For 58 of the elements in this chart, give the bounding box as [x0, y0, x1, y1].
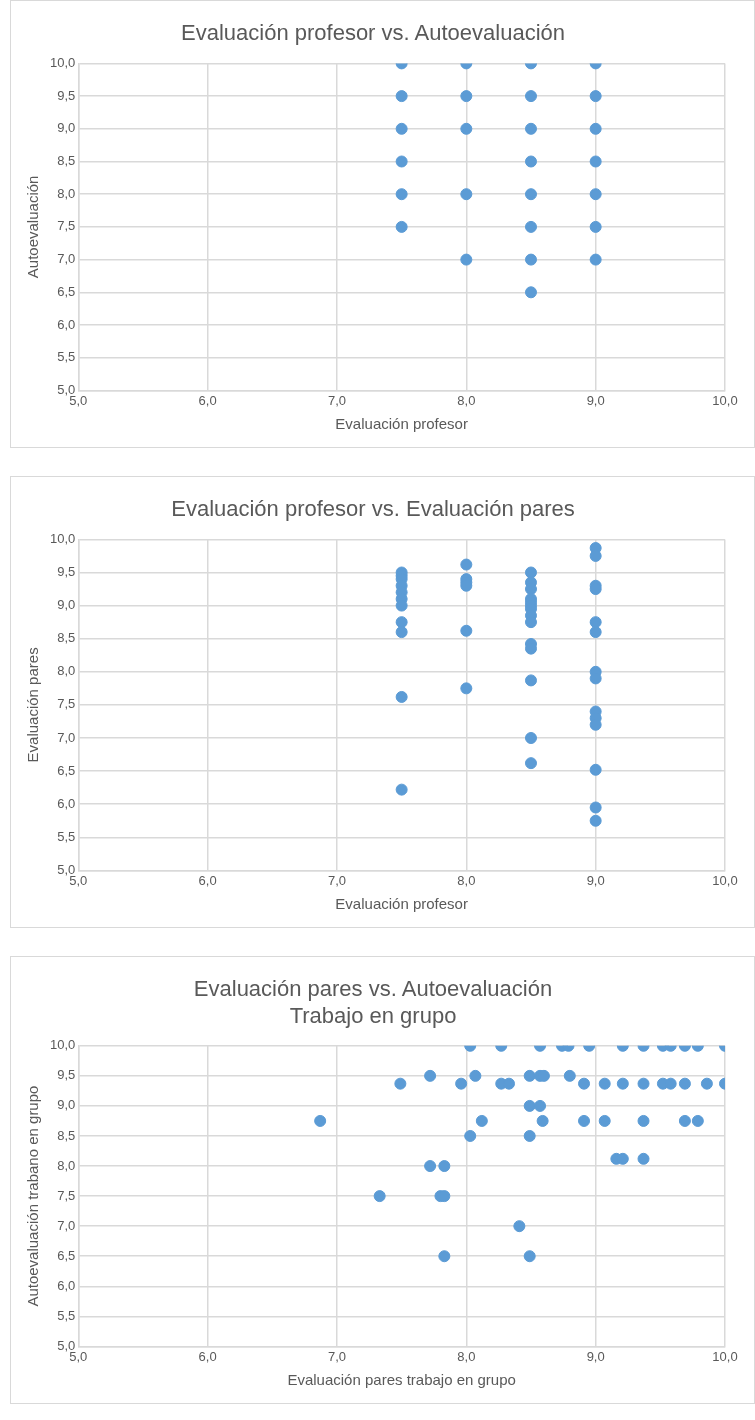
y-tick-label: 8,5 [57, 630, 76, 646]
x-tick-label: 9,0 [586, 872, 605, 888]
y-axis-title: Evaluación pares [24, 647, 42, 763]
y-tick-label: 5,0 [57, 1337, 76, 1353]
y-axis-title: Autoevaluación trabano en grupo [24, 1085, 42, 1307]
y-tick-label: 7,0 [57, 729, 76, 745]
y-tick-label: 5,5 [57, 1307, 76, 1323]
x-tick-label: 8,0 [457, 1348, 476, 1364]
y-tick-label: 9,0 [57, 597, 76, 613]
y-tick-label: 5,5 [57, 828, 76, 844]
y-tick-label: 7,0 [57, 251, 76, 267]
chart-title: Evaluación profesor vs. Evaluación pares [171, 496, 575, 522]
y-tick-label: 8,0 [57, 185, 76, 201]
x-tick-label: 10,0 [712, 872, 738, 888]
x-tick-label: 7,0 [327, 872, 347, 888]
y-tick-label: 7,5 [57, 696, 76, 712]
x-axis-title: Evaluación pares trabajo en grupo [287, 1371, 516, 1389]
y-tick-label: 10,0 [49, 1037, 76, 1053]
y-tick-label: 6,5 [57, 283, 76, 299]
x-tick-label: 10,0 [712, 392, 738, 408]
y-tick-label: 9,5 [57, 564, 76, 580]
y-tick-label: 8,5 [57, 1127, 76, 1143]
x-tick-label: 6,0 [198, 392, 217, 408]
y-tick-label: 10,0 [49, 530, 76, 546]
y-tick-label: 5,5 [57, 349, 76, 365]
y-tick-label: 7,5 [57, 1187, 76, 1203]
y-tick-label: 6,5 [57, 1247, 76, 1263]
y-tick-label: 7,5 [57, 218, 76, 234]
chart-title: Evaluación pares vs. Autoevaluación [193, 976, 553, 1002]
y-tick-label: 5,0 [57, 381, 76, 397]
y-tick-label: 6,0 [57, 795, 76, 811]
x-tick-label: 6,0 [198, 1348, 217, 1364]
y-tick-label: 6,0 [57, 1277, 76, 1293]
x-axis-title: Evaluación profesor [335, 895, 468, 913]
x-tick-label: 7,0 [327, 392, 347, 408]
y-axis-title: Autoevaluación [24, 175, 42, 279]
chart-subtitle: Trabajo en grupo [289, 1002, 457, 1028]
x-tick-label: 10,0 [712, 1348, 738, 1364]
x-axis-title: Evaluación profesor [335, 415, 468, 433]
y-tick-label: 9,5 [57, 1067, 76, 1083]
y-tick-label: 9,0 [57, 120, 76, 136]
y-tick-label: 7,0 [57, 1217, 76, 1233]
y-tick-label: 10,0 [49, 54, 76, 70]
y-tick-label: 5,0 [57, 861, 76, 877]
y-tick-label: 8,5 [57, 153, 76, 169]
y-tick-label: 9,0 [57, 1097, 76, 1113]
y-tick-label: 9,5 [57, 87, 76, 103]
x-tick-label: 8,0 [457, 392, 476, 408]
chart-title: Evaluación profesor vs. Autoevaluación [180, 20, 566, 46]
x-tick-label: 8,0 [457, 872, 476, 888]
x-tick-label: 7,0 [327, 1348, 347, 1364]
y-tick-label: 6,0 [57, 316, 76, 332]
y-tick-label: 6,5 [57, 762, 76, 778]
y-tick-label: 8,0 [57, 1157, 76, 1173]
y-tick-label: 8,0 [57, 663, 76, 679]
x-tick-label: 6,0 [198, 872, 217, 888]
x-tick-label: 9,0 [586, 1348, 605, 1364]
x-tick-label: 9,0 [586, 392, 605, 408]
